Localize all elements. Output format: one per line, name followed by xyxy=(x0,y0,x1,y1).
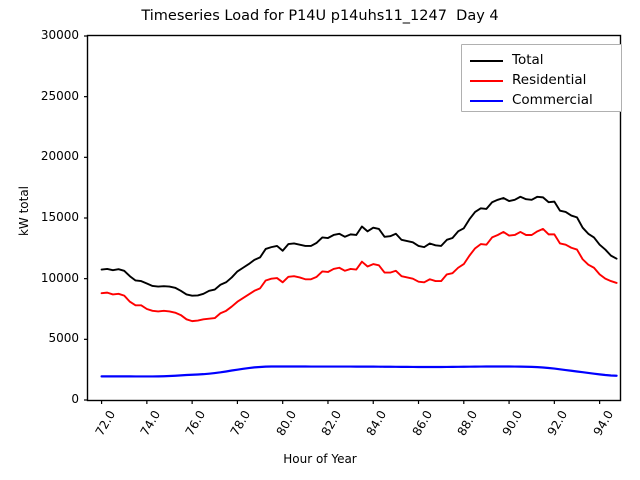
series-line-residential xyxy=(100,227,618,323)
legend-label: Commercial xyxy=(512,92,593,109)
legend-entry-commercial[interactable]: Commercial xyxy=(470,91,593,111)
series-line-total xyxy=(100,195,618,297)
y-tick-label: 0 xyxy=(71,392,79,406)
y-tick-label: 25000 xyxy=(40,88,79,103)
legend-label: Residential xyxy=(512,72,587,89)
legend-color-swatch xyxy=(470,60,503,62)
legend-label: Total xyxy=(512,52,544,69)
y-tick-label: 20000 xyxy=(40,149,79,164)
x-axis-label: Hour of Year xyxy=(283,452,357,466)
legend-color-swatch xyxy=(470,100,503,102)
chart-legend: Total Residential Commercial xyxy=(461,44,622,112)
series-line-commercial xyxy=(100,365,618,378)
y-tick-label: 30000 xyxy=(40,28,79,42)
y-tick-label: 10000 xyxy=(40,270,79,285)
legend-color-swatch xyxy=(470,80,503,82)
legend-entry-residential[interactable]: Residential xyxy=(470,71,586,91)
y-tick-label: 15000 xyxy=(40,210,79,224)
x-axis-ticks xyxy=(100,400,601,404)
y-tick-label: 5000 xyxy=(48,331,79,346)
series-lines xyxy=(100,195,618,378)
legend-entry-total[interactable]: Total xyxy=(470,51,544,71)
chart-title: Timeseries Load for P14U p14uhs11_1247 D… xyxy=(141,8,499,24)
y-axis-label: kW total xyxy=(17,185,31,237)
y-axis-ticks xyxy=(84,35,88,401)
